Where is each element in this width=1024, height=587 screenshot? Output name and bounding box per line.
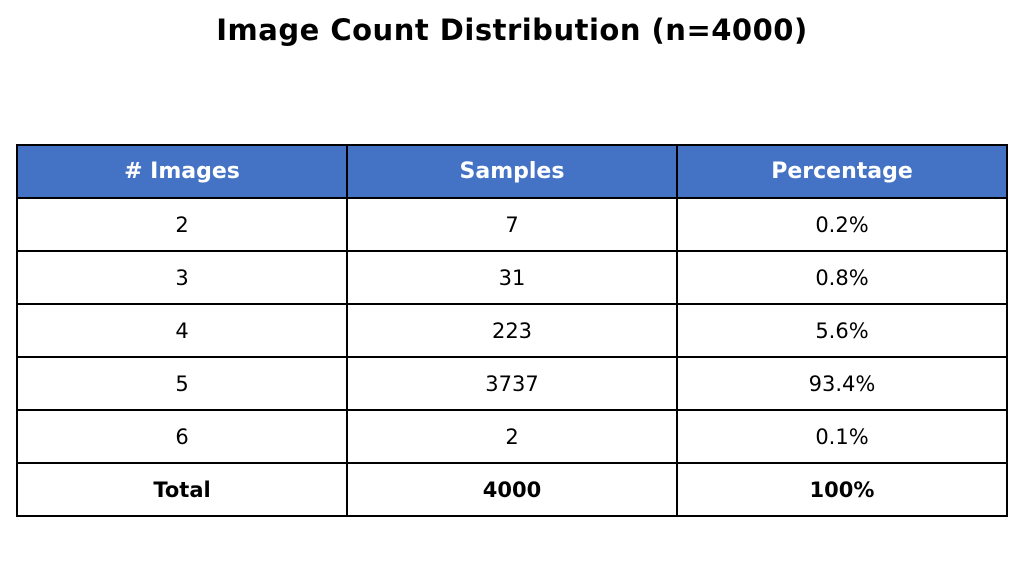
header-cell-percentage: Percentage [676, 144, 1008, 199]
table-cell-images: 2 [16, 197, 348, 252]
table-cell-percentage: 0.8% [676, 250, 1008, 305]
table-cell-samples: 7 [346, 197, 678, 252]
table-cell-images: 6 [16, 409, 348, 464]
distribution-table: # Images Samples Percentage 2 7 0.2% 3 3… [16, 144, 1008, 517]
table-cell-images: 3 [16, 250, 348, 305]
table-row: 5 3737 93.4% [16, 356, 1008, 411]
table-cell-images: 4 [16, 303, 348, 358]
table-total-row: Total 4000 100% [16, 462, 1008, 517]
total-cell-samples: 4000 [346, 462, 678, 517]
table-row: 4 223 5.6% [16, 303, 1008, 358]
table-row: 3 31 0.8% [16, 250, 1008, 305]
table-cell-samples: 2 [346, 409, 678, 464]
table-row: 2 7 0.2% [16, 197, 1008, 252]
table-cell-samples: 3737 [346, 356, 678, 411]
page-title: Image Count Distribution (n=4000) [216, 13, 808, 47]
table-cell-percentage: 93.4% [676, 356, 1008, 411]
table-cell-samples: 31 [346, 250, 678, 305]
table-cell-percentage: 0.1% [676, 409, 1008, 464]
total-cell-percentage: 100% [676, 462, 1008, 517]
header-cell-images: # Images [16, 144, 348, 199]
header-cell-samples: Samples [346, 144, 678, 199]
table-cell-percentage: 0.2% [676, 197, 1008, 252]
table-header-row: # Images Samples Percentage [16, 144, 1008, 199]
table-cell-images: 5 [16, 356, 348, 411]
table-cell-samples: 223 [346, 303, 678, 358]
total-cell-label: Total [16, 462, 348, 517]
table-cell-percentage: 5.6% [676, 303, 1008, 358]
table-row: 6 2 0.1% [16, 409, 1008, 464]
